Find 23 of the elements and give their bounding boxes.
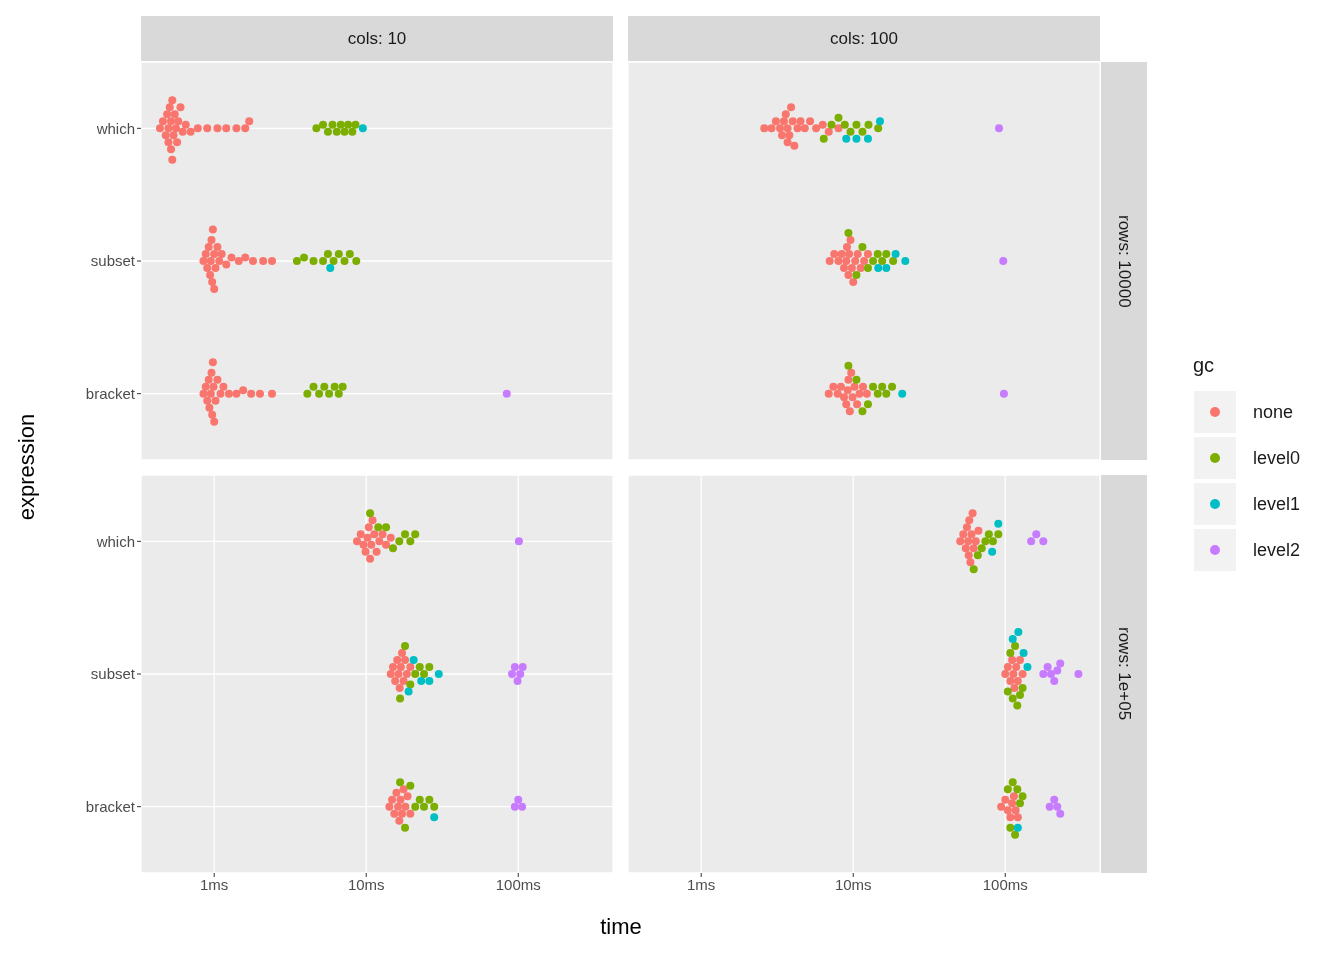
x-tick-label: 1ms [200,875,229,893]
y-tick-label: bracket [85,797,136,815]
text: rows: 1e+05 [1101,475,1147,873]
x-tick-label: 10ms [347,875,385,893]
y-tick-label: which [95,532,135,550]
legend-label: none [1253,401,1294,423]
legend-label: level1 [1253,493,1301,515]
chart-title: cols: 100 [628,16,1100,61]
legend-label: level2 [1253,539,1301,561]
x-tick-label: 100ms [495,875,541,893]
y-tick-label: bracket [85,384,136,402]
y-tick-label: which [95,119,135,137]
x-tick-label: 100ms [982,875,1028,893]
y-tick-label: subset [90,252,136,270]
text: rows: 10000 [1101,62,1147,460]
x-tick-label: 10ms [834,875,872,893]
y-axis-title: expression [14,412,40,523]
y-tick-label: subset [90,665,136,683]
x-tick-label: 1ms [687,875,716,893]
legend-title: gc [1193,354,1216,377]
x-axis-title: time [599,914,643,940]
chart-title: cols: 10 [141,16,613,61]
legend-label: level0 [1253,447,1301,469]
